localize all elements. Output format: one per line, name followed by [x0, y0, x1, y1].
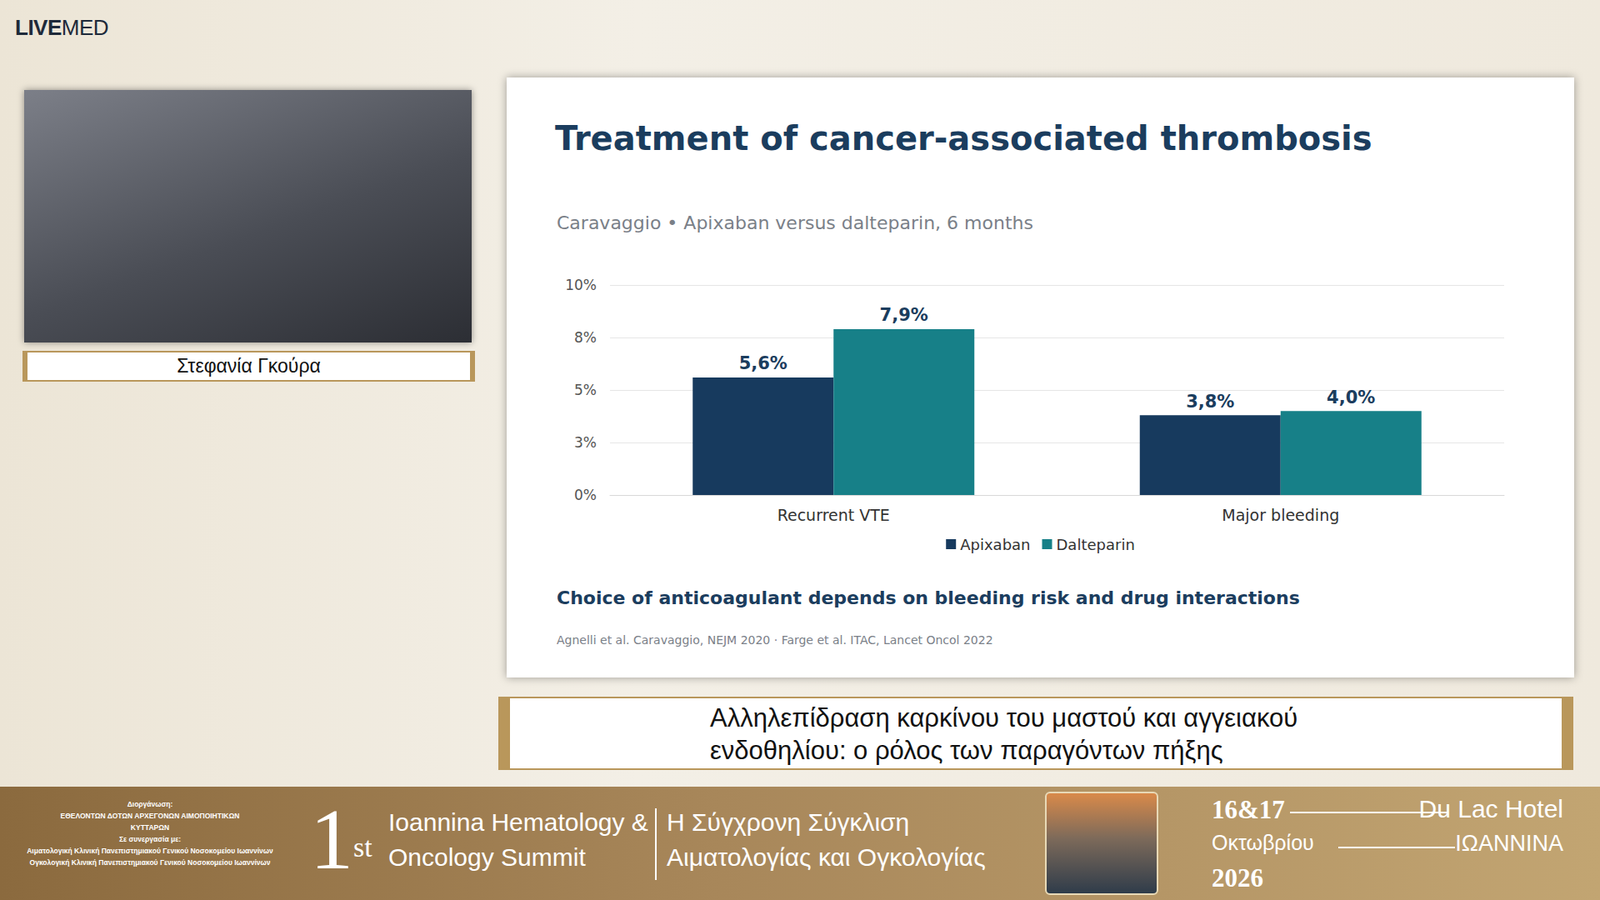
html-text:Διοργάνωση:: Διοργάνωση:: [127, 800, 173, 809]
html-text:Αλληλεπίδραση καρκίνου του μασ: Αλληλεπίδραση καρκίνου του μαστού και αγ…: [710, 703, 1298, 733]
html-text:Ογκολογική Κλινική Πανεπιστημι: Ογκολογική Κλινική Πανεπιστημιακού Γενικ…: [29, 858, 271, 867]
svg-text:10%: 10%: [565, 276, 597, 294]
html-text:Du Lac Hotel: Du Lac Hotel: [1418, 795, 1564, 823]
html-text:1: 1: [310, 790, 354, 887]
svg-text:7,9%: 7,9%: [880, 305, 929, 325]
svg-text:Agnelli et al. Caravaggio, NEJ: Agnelli et al. Caravaggio, NEJM 2020 · F…: [556, 633, 994, 647]
html-text:ενδοθηλίου: ο ρόλος των παραγό: ενδοθηλίου: ο ρόλος των παραγόντων πήξης: [710, 735, 1224, 765]
html-text:Στεφανία Γκούρα: Στεφανία Γκούρα: [176, 355, 321, 377]
svg-text:5%: 5%: [574, 381, 597, 399]
html-text:ΚΥΤΤΑΡΩΝ: ΚΥΤΤΑΡΩΝ: [130, 823, 170, 832]
svg-text:Apixaban: Apixaban: [960, 535, 1030, 554]
html-text:16&17: 16&17: [1211, 795, 1285, 825]
svg-text:Dalteparin: Dalteparin: [1055, 535, 1135, 554]
svg-text:3,8%: 3,8%: [1185, 391, 1235, 412]
svg-text:0%: 0%: [574, 486, 597, 504]
svg-text:5,6%: 5,6%: [739, 353, 788, 374]
html-text:2026: 2026: [1211, 863, 1264, 893]
html-text:Ioannina Hematology &: Ioannina Hematology &: [388, 808, 649, 836]
html-text:st: st: [353, 831, 373, 863]
svg-text:Recurrent VTE: Recurrent VTE: [777, 505, 890, 525]
svg-text:Treatment of cancer-associated: Treatment of cancer-associated thrombosi…: [555, 119, 1373, 158]
html-text:LIVE MED: LIVE MED: [15, 15, 109, 40]
html-text:Οκτωβρίου: Οκτωβρίου: [1211, 830, 1314, 855]
html-text:ΙΩΑΝΝΙΝΑ: ΙΩΑΝΝΙΝΑ: [1455, 830, 1564, 856]
html-text:Αιματολογική Κλινική Πανεπιστη: Αιματολογική Κλινική Πανεπιστημιακού Γεν…: [26, 846, 274, 855]
svg-text:8%: 8%: [574, 329, 597, 346]
html-text:Η Σύγχρονη Σύγκλιση: Η Σύγχρονη Σύγκλιση: [666, 808, 910, 836]
html-text:Αιματολογίας και Ογκολογίας: Αιματολογίας και Ογκολογίας: [666, 843, 986, 871]
svg-text:4,0%: 4,0%: [1326, 387, 1375, 408]
svg-text:Major bleeding: Major bleeding: [1221, 505, 1340, 525]
svg-text:Caravaggio • Apixaban versus d: Caravaggio • Apixaban versus dalteparin,…: [556, 212, 1034, 234]
svg-text:Choice of anticoagulant depend: Choice of anticoagulant depends on bleed…: [556, 587, 1300, 609]
svg-text:3%: 3%: [574, 434, 597, 451]
html-text:ΕΘΕΛΟΝΤΩΝ ΔΟΤΩΝ ΑΡΧΕΓΟΝΩΝ ΑΙΜΟ: ΕΘΕΛΟΝΤΩΝ ΔΟΤΩΝ ΑΡΧΕΓΟΝΩΝ ΑΙΜΟΠΟΙΗΤΙΚΩΝ: [60, 811, 240, 820]
html-text:Σε συνεργασία με:: Σε συνεργασία με:: [119, 835, 181, 844]
html-text:Oncology Summit: Oncology Summit: [388, 843, 586, 871]
